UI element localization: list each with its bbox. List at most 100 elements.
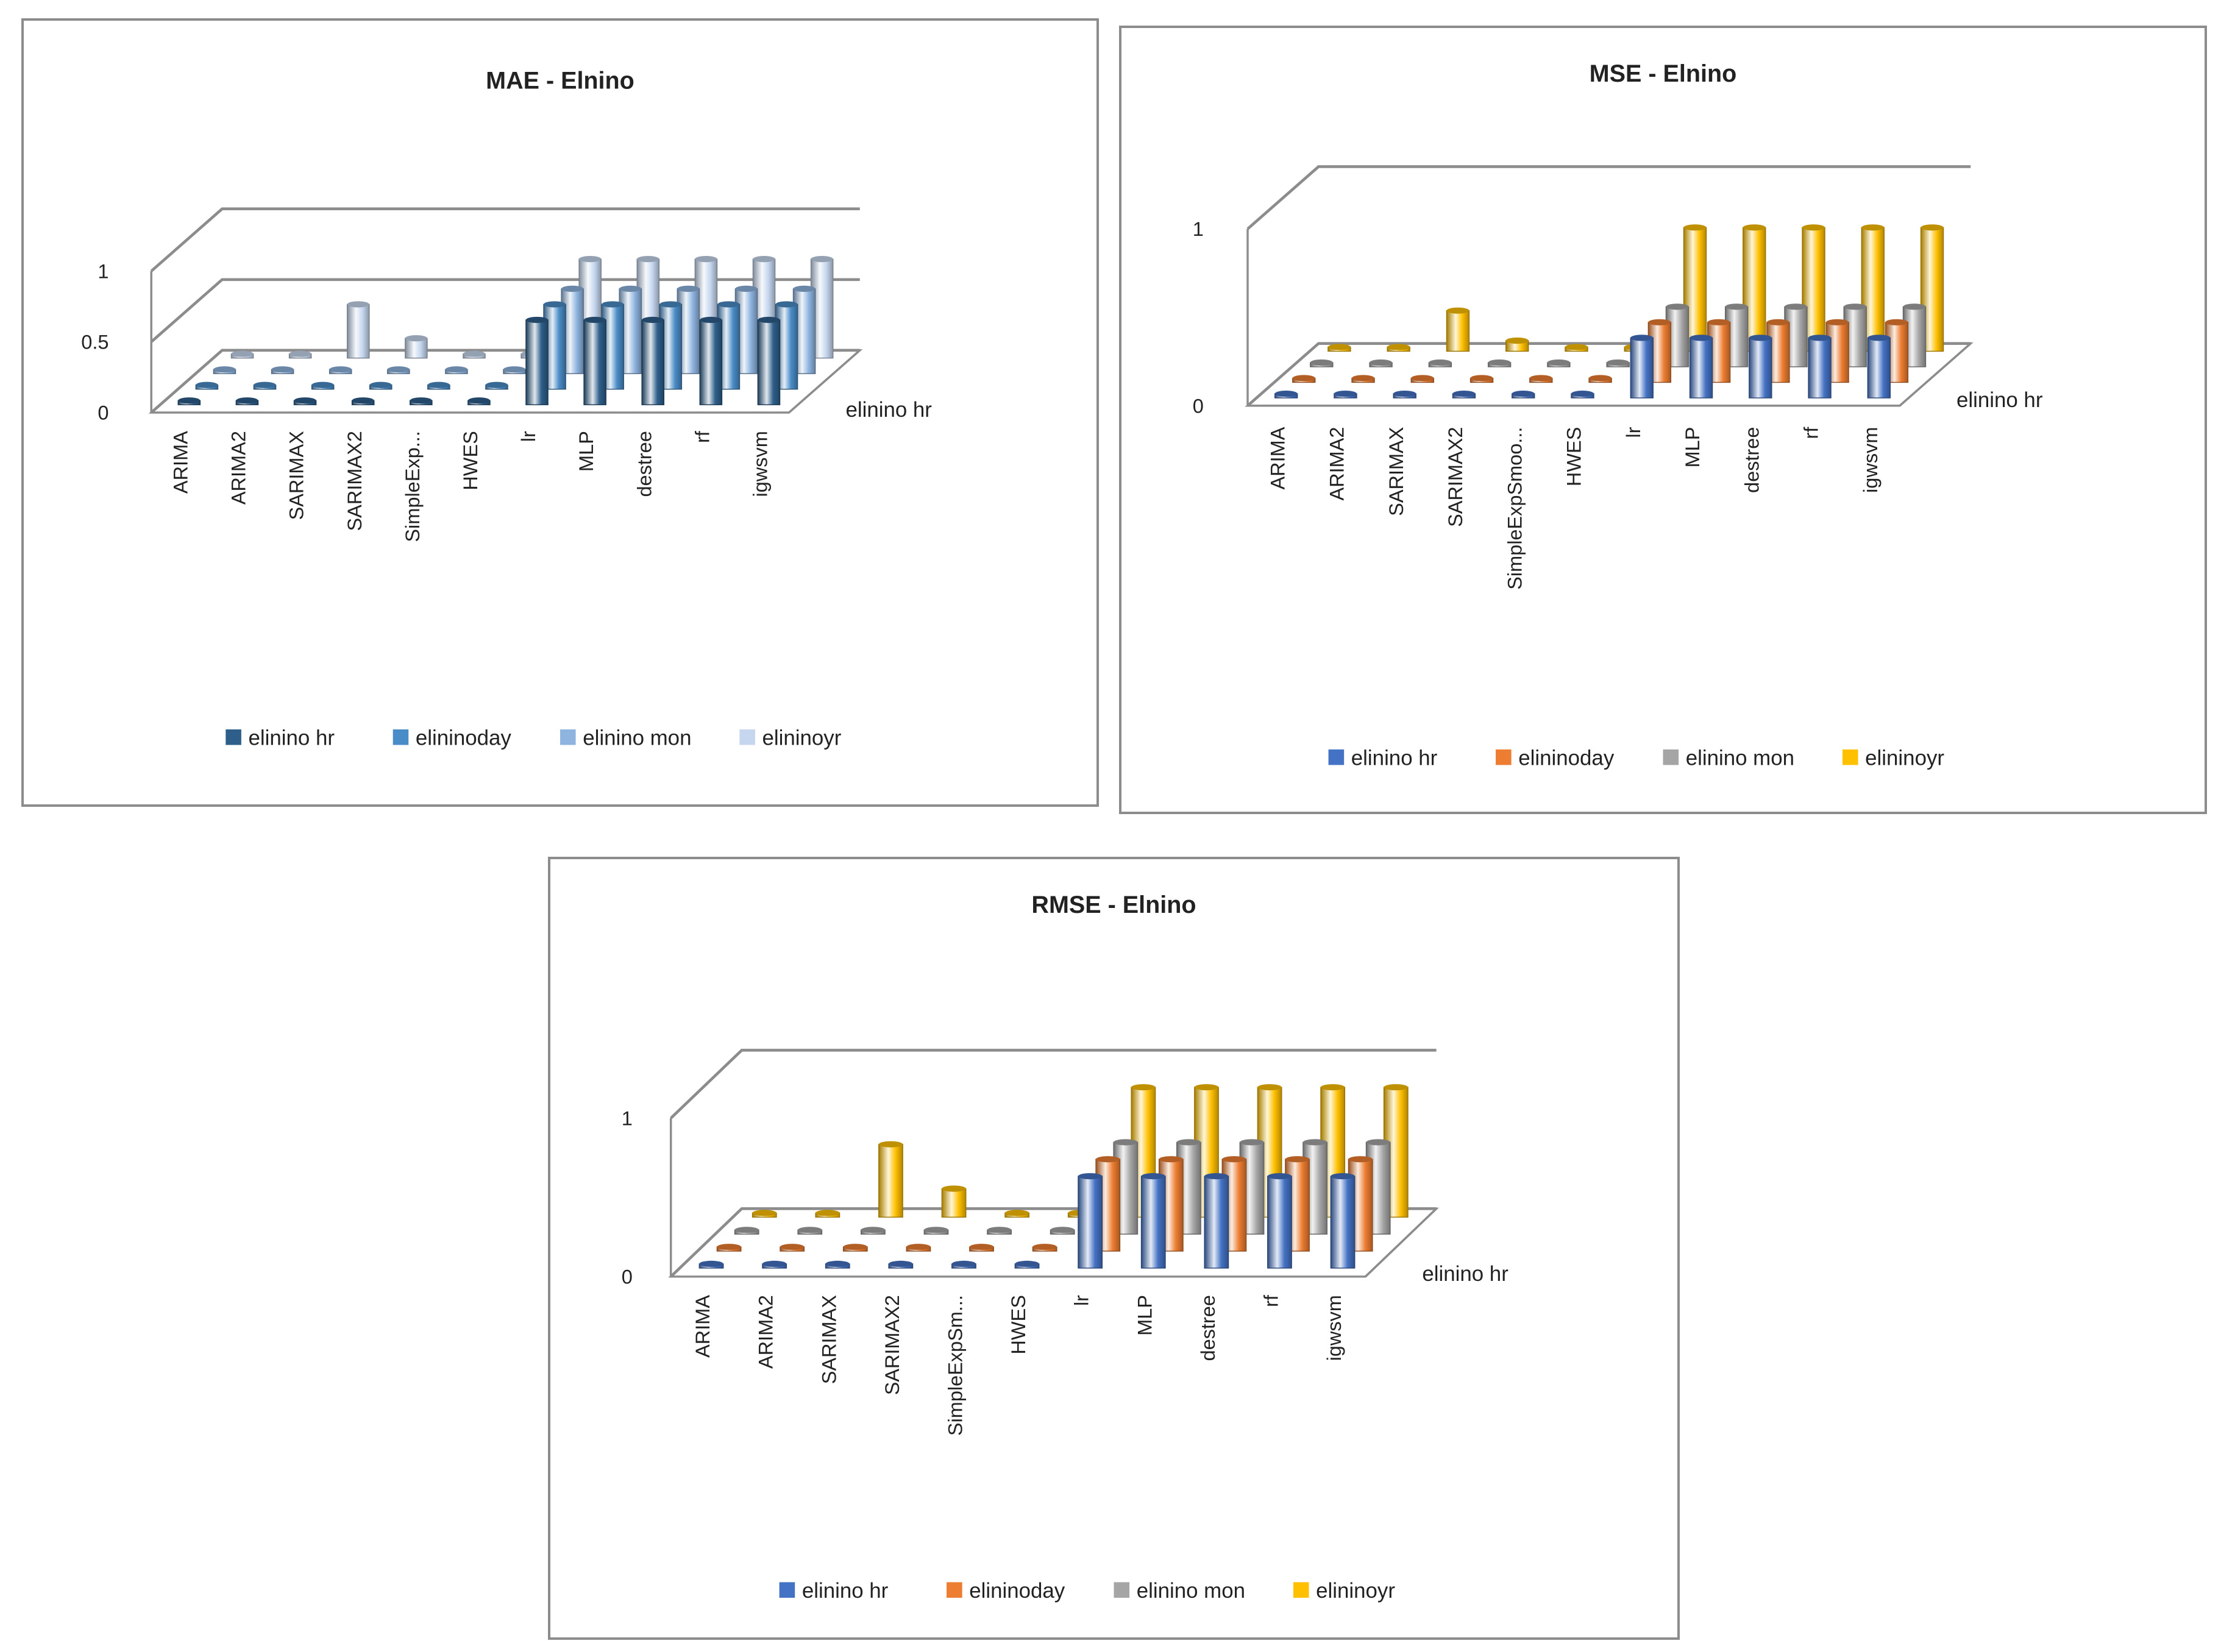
bar-cap	[843, 1244, 867, 1250]
bar-cap	[1285, 1156, 1310, 1163]
depth-axis	[1899, 342, 1972, 407]
x-tick-label: igwsvm	[1860, 427, 1882, 493]
bar-cap	[1096, 1156, 1120, 1163]
bar-cap	[427, 381, 450, 388]
bar-cap	[1015, 1260, 1039, 1267]
bar-cap	[1921, 224, 1944, 231]
bar-cap	[861, 1227, 886, 1233]
bar	[346, 303, 370, 359]
bar-cap	[410, 397, 432, 404]
x-tick-label: ARIMA2	[1326, 427, 1348, 501]
x-tick-label: SARIMAX2	[1445, 427, 1466, 527]
bar-cap	[987, 1227, 1012, 1233]
bar-cap	[1004, 1210, 1029, 1216]
x-tick-label: ARIMA2	[755, 1295, 777, 1369]
bar-cap	[1334, 390, 1357, 397]
x-tick-label: rf	[1260, 1294, 1282, 1307]
y-tick-label: 0.5	[81, 331, 108, 353]
bar-cap	[758, 316, 780, 324]
mae-chart-panel: MAE - Elnino 0 0.5 1 ARIMA ARIMA2 SARIMAX SARIM…	[21, 18, 1099, 807]
bar-cap	[1571, 390, 1594, 397]
bar-cap	[1050, 1227, 1075, 1233]
legend-label: elinino mon	[1686, 746, 1794, 770]
bar-cap	[1749, 335, 1772, 341]
bar-cap	[969, 1244, 994, 1250]
bar-cap	[561, 285, 584, 292]
bar-cap	[602, 301, 624, 308]
bar-cap	[311, 381, 334, 388]
bar-cap	[369, 381, 392, 388]
bar	[1267, 1175, 1292, 1269]
x-tick-label: igwsvm	[1323, 1295, 1345, 1361]
bar-cap	[619, 285, 642, 292]
bar-cap	[1222, 1156, 1246, 1163]
x-tick-label: SARIMAX2	[344, 431, 366, 531]
bar-cap	[1802, 224, 1825, 231]
bar-cap	[1393, 390, 1416, 397]
x-tick-label: ARIMA2	[228, 431, 250, 505]
bar-cap	[329, 366, 352, 373]
bar-cap	[1141, 1173, 1165, 1180]
series-elininoyr	[1327, 224, 1944, 352]
bar-cap	[889, 1260, 913, 1267]
bar-cap	[387, 366, 410, 373]
bar-cap	[1204, 1173, 1229, 1180]
bar-cap	[445, 366, 467, 373]
bar-cap	[584, 316, 606, 324]
bar-cap	[463, 350, 486, 357]
bar-cap	[1114, 1139, 1138, 1146]
bar-cap	[1032, 1244, 1057, 1250]
mse-chart: MSE - Elnino 0 1 ARIMA ARIMA2 SARIMAX SARIMAX2…	[1193, 60, 2043, 770]
legend-label: elinino hr	[1351, 746, 1438, 770]
bar-cap	[1743, 224, 1766, 231]
legend-swatch	[1496, 749, 1512, 765]
bar-cap	[1176, 1139, 1201, 1146]
x-tick-label: lr	[1071, 1295, 1093, 1306]
legend-swatch	[1842, 749, 1858, 765]
bar-cap	[1470, 375, 1493, 381]
bar-cap	[1547, 359, 1570, 366]
x-tick-label: SimpleExp...	[402, 431, 424, 542]
legend-swatch	[560, 729, 576, 745]
bar-cap	[717, 1244, 741, 1250]
bar	[1749, 337, 1772, 399]
bar-cap	[775, 301, 798, 308]
bar-cap	[1384, 1084, 1408, 1091]
bar-cap	[1267, 1173, 1292, 1180]
bar	[1867, 337, 1891, 399]
bar-cap	[1348, 1156, 1373, 1163]
legend-swatch	[1293, 1582, 1309, 1598]
bar-cap	[1159, 1156, 1184, 1163]
bar-cap	[735, 285, 758, 292]
x-tick-label: HWES	[460, 431, 482, 490]
bar-cap	[1446, 307, 1469, 314]
y-tick-label: 1	[622, 1108, 633, 1130]
bar	[641, 319, 665, 405]
bar-cap	[1352, 375, 1374, 381]
bar-cap	[231, 350, 254, 357]
bar-cap	[700, 316, 722, 324]
bar-cap	[1370, 359, 1393, 366]
bar-cap	[753, 256, 775, 263]
x-tick-label: SimpleExpSmoo...	[1504, 427, 1526, 590]
bar-cap	[1411, 375, 1434, 381]
bar-cap	[677, 285, 700, 292]
bar-cap	[816, 1210, 840, 1216]
bar-cap	[780, 1244, 805, 1250]
x-tick-label: ARIMA	[1267, 427, 1288, 489]
bar-cap	[294, 397, 316, 404]
bar-cap	[525, 316, 549, 324]
bar-cap	[271, 366, 294, 373]
y-tick-label: 1	[1193, 218, 1204, 240]
bar-cap	[1331, 1173, 1355, 1180]
bar-cap	[1903, 303, 1926, 310]
legend-swatch	[947, 1582, 962, 1598]
y-tick-label: 0	[1193, 395, 1204, 417]
bar-cap	[405, 335, 427, 342]
bar-cap	[1131, 1084, 1156, 1091]
x-tick-label: destree	[1197, 1295, 1219, 1361]
bar-cap	[1844, 303, 1867, 310]
bar-cap	[825, 1260, 850, 1267]
y-tick-label: 0	[98, 402, 108, 424]
bar-cap	[1488, 359, 1511, 366]
